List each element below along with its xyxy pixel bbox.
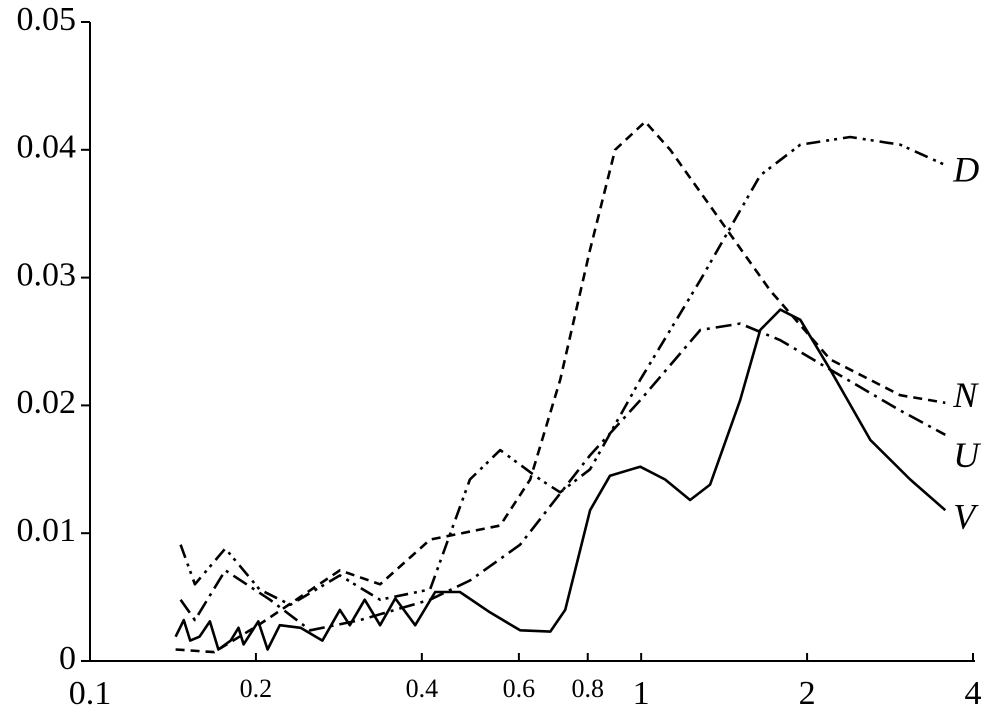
x-tick-label: 1 bbox=[633, 675, 650, 712]
series-line bbox=[179, 135, 946, 607]
series-line bbox=[175, 120, 946, 654]
x-tick-label: 0.1 bbox=[69, 675, 112, 712]
x-tick-label: 0.4 bbox=[406, 674, 439, 703]
y-tick-label: 0.05 bbox=[17, 1, 77, 38]
x-tick-label: 4 bbox=[965, 675, 982, 712]
x-tick-label: 0.6 bbox=[503, 674, 536, 703]
x-tick-label: 0.8 bbox=[572, 674, 605, 703]
series-label: D bbox=[952, 149, 979, 189]
series-line bbox=[174, 308, 947, 651]
x-tick-label: 0.2 bbox=[240, 674, 273, 703]
series-label: N bbox=[952, 375, 979, 415]
series-line bbox=[179, 322, 946, 632]
y-tick-label: 0.02 bbox=[17, 384, 77, 421]
series-label: U bbox=[953, 435, 981, 475]
y-tick-label: 0.01 bbox=[17, 512, 77, 549]
y-tick-label: 0.04 bbox=[17, 129, 77, 166]
series-label: V bbox=[953, 496, 979, 536]
y-tick-label: 0.03 bbox=[17, 256, 77, 293]
y-tick-label: 0 bbox=[59, 640, 76, 677]
x-tick-label: 2 bbox=[799, 675, 816, 712]
